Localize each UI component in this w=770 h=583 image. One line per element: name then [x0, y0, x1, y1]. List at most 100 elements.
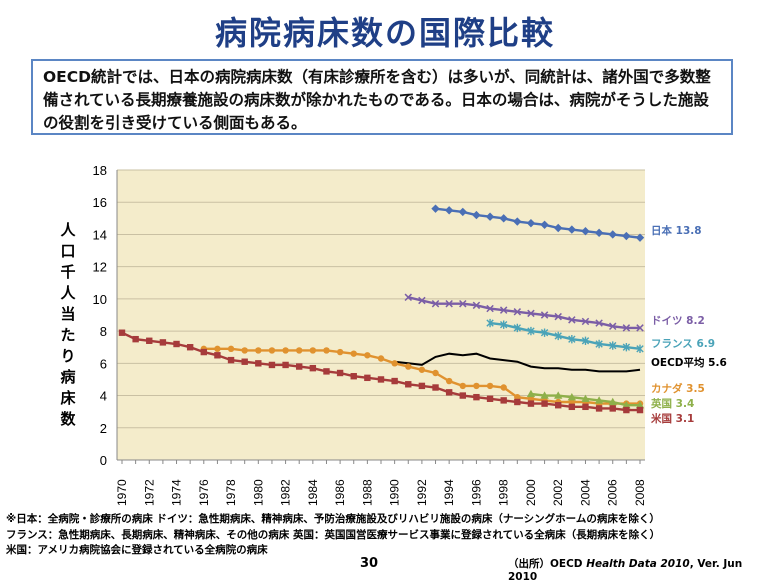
data-point [567, 392, 577, 401]
data-point [635, 401, 645, 409]
data-point [227, 345, 235, 353]
data-point [609, 341, 617, 350]
data-point [472, 301, 481, 310]
data-point [309, 364, 317, 372]
data-point [540, 328, 549, 337]
data-point [445, 389, 453, 396]
data-point [526, 389, 536, 398]
data-point [241, 358, 248, 365]
data-point [623, 406, 630, 414]
data-point [500, 397, 507, 404]
data-point [159, 339, 167, 346]
data-point [458, 207, 467, 217]
data-point [214, 345, 221, 353]
data-point [636, 344, 644, 354]
data-point [554, 312, 562, 321]
data-point [595, 405, 603, 412]
y-axis-title-char: 人 [60, 221, 76, 239]
y-axis-title: 人口千人当たり病床数 [58, 220, 78, 430]
data-point [473, 393, 480, 401]
data-point [323, 368, 330, 375]
data-point [555, 402, 562, 409]
data-point [595, 339, 603, 349]
data-point [486, 395, 494, 402]
data-point [582, 403, 589, 411]
data-point [527, 400, 535, 407]
data-point [594, 396, 604, 404]
data-point [609, 322, 617, 331]
y-axis-title-char: 人 [60, 284, 76, 302]
x-tick-label: 1996 [469, 479, 483, 506]
data-point [214, 352, 221, 359]
data-point [527, 395, 535, 402]
y-tick-label: 0 [100, 453, 107, 468]
x-tick-label: 1972 [142, 479, 156, 506]
x-tick-label: 2008 [633, 479, 647, 506]
data-point [486, 382, 494, 390]
data-point [527, 326, 535, 336]
data-point [418, 366, 426, 373]
data-point [635, 233, 645, 242]
data-point [609, 405, 616, 412]
y-axis-title-char: 数 [60, 410, 76, 428]
source-title: Health Data 2010 [586, 558, 690, 570]
page-title: 病院病床数の国際比較 [214, 14, 555, 52]
data-point [296, 347, 303, 354]
x-tick-label: 2000 [524, 479, 538, 506]
data-point [514, 398, 521, 406]
data-point [432, 384, 439, 391]
data-point [445, 377, 453, 385]
series-end-label: OECD平均 5.6 [651, 356, 727, 369]
series-end-label: 英国 3.4 [650, 397, 694, 410]
data-point [459, 382, 466, 390]
source-prefix: （出所）OECD [508, 558, 587, 570]
series-line [394, 352, 641, 373]
data-point [608, 397, 617, 406]
y-axis-title-char: 病 [60, 368, 76, 386]
x-tick-label: 1986 [333, 479, 347, 506]
data-point [445, 299, 453, 308]
data-point [431, 204, 440, 213]
data-point [132, 335, 139, 343]
data-point [622, 401, 631, 409]
plot-area [117, 170, 645, 460]
data-point [581, 317, 590, 326]
data-point [459, 299, 467, 308]
x-tick-label: 2006 [606, 479, 620, 506]
data-point [296, 363, 303, 370]
data-point [500, 384, 507, 391]
x-tick-label: 1982 [279, 479, 293, 506]
data-point [323, 347, 330, 354]
y-tick-label: 2 [100, 421, 107, 436]
x-tick-label: 1980 [251, 479, 265, 506]
data-point [186, 344, 194, 351]
data-point [526, 218, 536, 228]
data-point [268, 347, 276, 354]
x-tick-label: 1988 [360, 479, 374, 506]
y-axis-title-char: り [60, 347, 76, 365]
x-tick-label: 1974 [170, 479, 184, 506]
bed-count-line-chart: 0 2 4 6 8 10 12 14 16 18 1970 1972 1974 1976 1978 1980 1… [93, 163, 727, 506]
data-point [486, 318, 494, 328]
data-point [540, 391, 549, 399]
data-point [554, 331, 562, 341]
series-end-label: カナダ 3.5 [651, 382, 705, 395]
y-tick-label: 6 [100, 356, 107, 371]
data-point [377, 376, 385, 383]
data-point [554, 391, 563, 399]
data-point [499, 306, 508, 314]
data-point [527, 309, 535, 318]
data-point [255, 360, 262, 367]
footnote-line: ※日本：全病院・診療所の病床 ドイツ：急性期病床、精神病床、予防治療施設及びリハ… [6, 513, 660, 525]
data-point [473, 382, 480, 390]
data-point [486, 304, 494, 313]
data-point [173, 340, 180, 348]
footnotes: ※日本：全病院・診療所の病床 ドイツ：急性期病床、精神病床、予防治療施設及びリハ… [6, 512, 660, 559]
footnote-line: フランス：急性期病床、長期病床、精神病床、その他の病床 英国：英国国営医療サービ… [6, 528, 661, 541]
data-point [513, 308, 522, 316]
data-point [404, 293, 412, 302]
data-point [594, 228, 604, 238]
x-tick-label: 1978 [224, 479, 238, 506]
data-point [567, 225, 577, 234]
data-point [540, 220, 549, 229]
